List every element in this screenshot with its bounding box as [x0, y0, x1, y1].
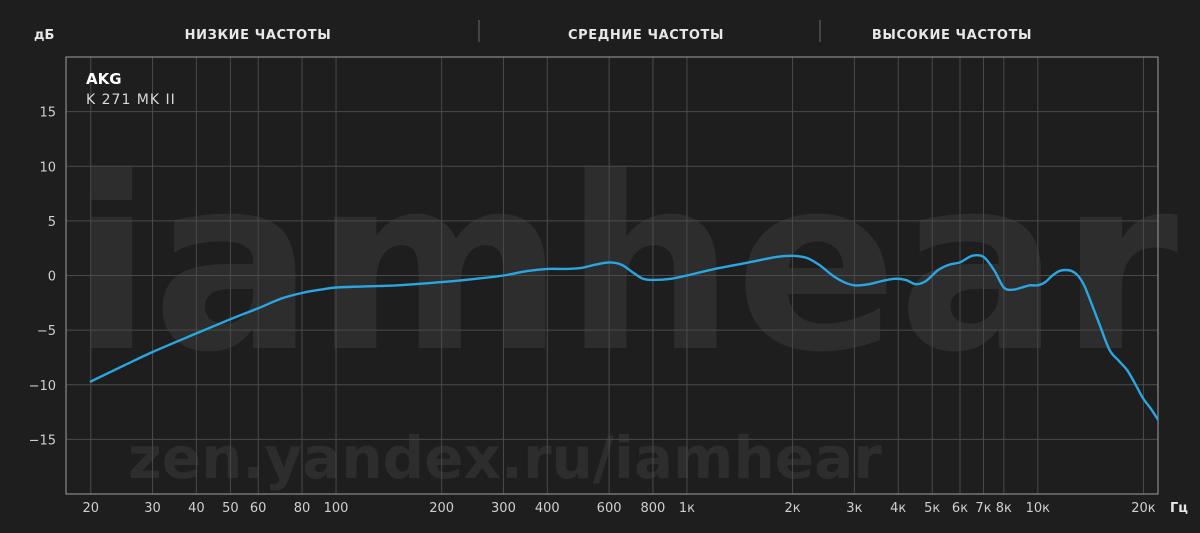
y-tick-label: −5: [37, 324, 56, 339]
band-label-mid: СРЕДНИЕ ЧАСТОТЫ: [568, 28, 724, 43]
x-tick-label: 7к: [975, 501, 991, 516]
y-tick-label: −10: [29, 379, 56, 394]
x-tick-label: 20: [82, 501, 99, 516]
y-tick-label: −15: [29, 433, 56, 448]
band-label-low: НИЗКИЕ ЧАСТОТЫ: [185, 28, 332, 43]
x-tick-labels: 20 30 40 50 60 80 100 200 300 400 600 800 1к 2к 3к 4к 5к…: [82, 501, 1155, 516]
x-tick-label: 8к: [996, 501, 1012, 516]
x-tick-label: 50: [222, 501, 239, 516]
band-label-high: ВЫСОКИЕ ЧАСТОТЫ: [872, 28, 1032, 43]
legend-brand: AKG: [86, 70, 122, 88]
x-tick-label: 20к: [1131, 501, 1156, 516]
x-tick-label: 80: [294, 501, 311, 516]
y-tick-label: 10: [39, 160, 56, 175]
x-tick-label: 2к: [785, 501, 801, 516]
x-tick-label: 800: [641, 501, 666, 516]
y-tick-label: 15: [39, 106, 56, 121]
x-tick-label: 60: [250, 501, 267, 516]
watermark-url: zen.yandex.ru/iamhear: [128, 424, 882, 492]
x-tick-label: 5к: [924, 501, 940, 516]
x-tick-label: 200: [429, 501, 454, 516]
series-line: [89, 253, 1158, 421]
y-tick-label: 0: [48, 270, 56, 285]
x-tick-label: 300: [491, 501, 516, 516]
x-tick-label: 100: [324, 501, 349, 516]
x-tick-label: 4к: [890, 501, 906, 516]
x-tick-label: 30: [144, 501, 161, 516]
x-tick-label: 3к: [846, 501, 862, 516]
y-tick-label: 5: [48, 215, 56, 230]
x-tick-label: 40: [188, 501, 205, 516]
series-layer: [89, 253, 1158, 421]
grid: [66, 57, 1158, 494]
x-tick-label: 600: [597, 501, 622, 516]
y-axis-label: дБ: [34, 28, 54, 43]
plot-frame: [65, 56, 1159, 495]
x-tick-label: 6к: [952, 501, 968, 516]
x-axis-label: Гц: [1170, 501, 1188, 516]
y-tick-labels: 15 10 5 0 −5 −10 −15: [29, 106, 56, 449]
x-tick-label: 400: [535, 501, 560, 516]
x-tick-label: 10к: [1026, 501, 1051, 516]
legend-model: K 271 MK II: [86, 92, 176, 108]
x-tick-label: 1к: [679, 501, 695, 516]
